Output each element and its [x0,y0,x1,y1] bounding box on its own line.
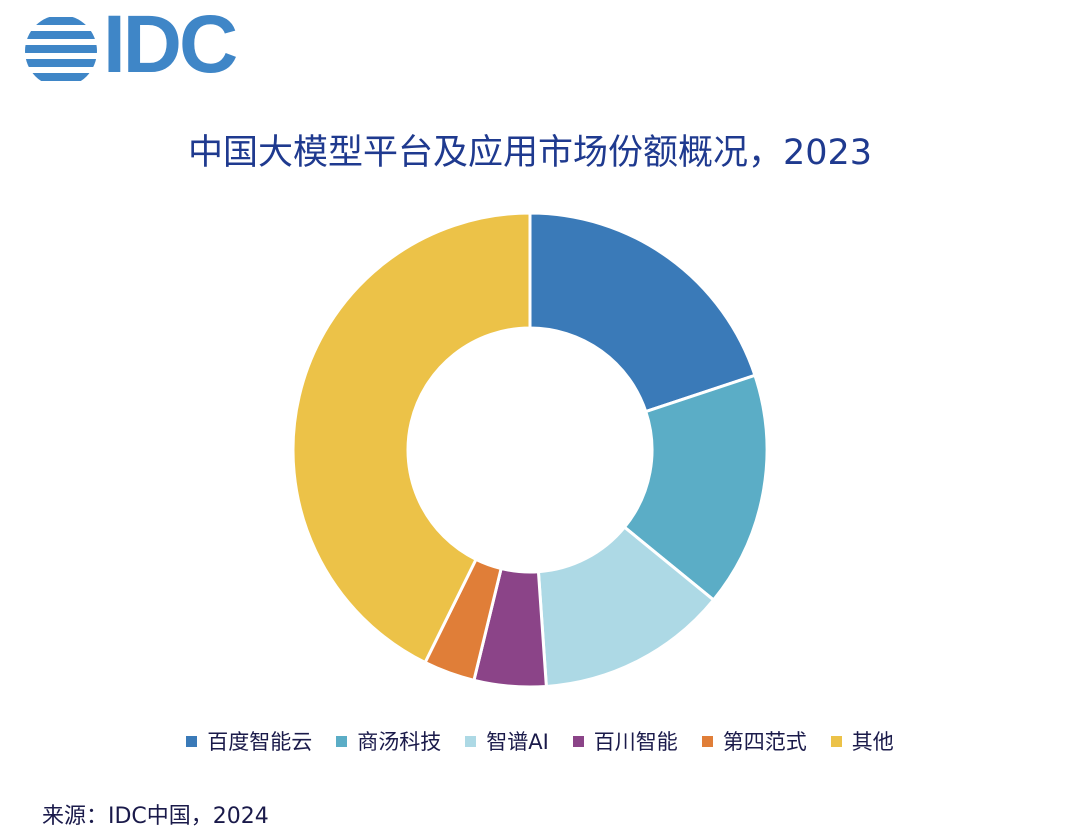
chart-legend: 百度智能云 商汤科技 智谱AI 百川智能 第四范式 其他 [0,726,1080,756]
legend-label: 商汤科技 [357,730,442,754]
donut-slice [536,525,716,689]
legend-item: 商汤科技 [336,726,441,756]
donut-slice [528,211,757,414]
legend-swatch [465,735,477,747]
legend-swatch [336,735,348,747]
source-note: 来源：IDC中国，2024 [42,804,269,829]
chart-title: 中国大模型平台及应用市场份额概况，2023 [187,133,873,173]
legend-label: 其他 [851,730,894,754]
legend-swatch [830,735,842,747]
idc-logo-text: IDC [103,0,238,90]
legend-label: 百度智能云 [207,730,313,754]
legend-swatch [701,735,713,747]
donut-slice [622,373,769,603]
legend-item: 百度智能云 [186,726,312,756]
legend-item: 第四范式 [701,726,807,756]
legend-item: 百川智能 [572,726,678,756]
donut-chart [291,211,769,689]
legend-item: 其他 [830,726,894,756]
idc-globe-icon [25,17,97,81]
legend-item: 智谱AI [465,726,549,756]
donut-slice [291,211,532,665]
legend-label: 百川智能 [593,730,678,754]
legend-label: 智谱AI [486,730,549,754]
legend-swatch [572,735,584,747]
legend-label: 第四范式 [722,730,807,754]
legend-swatch [186,735,198,747]
